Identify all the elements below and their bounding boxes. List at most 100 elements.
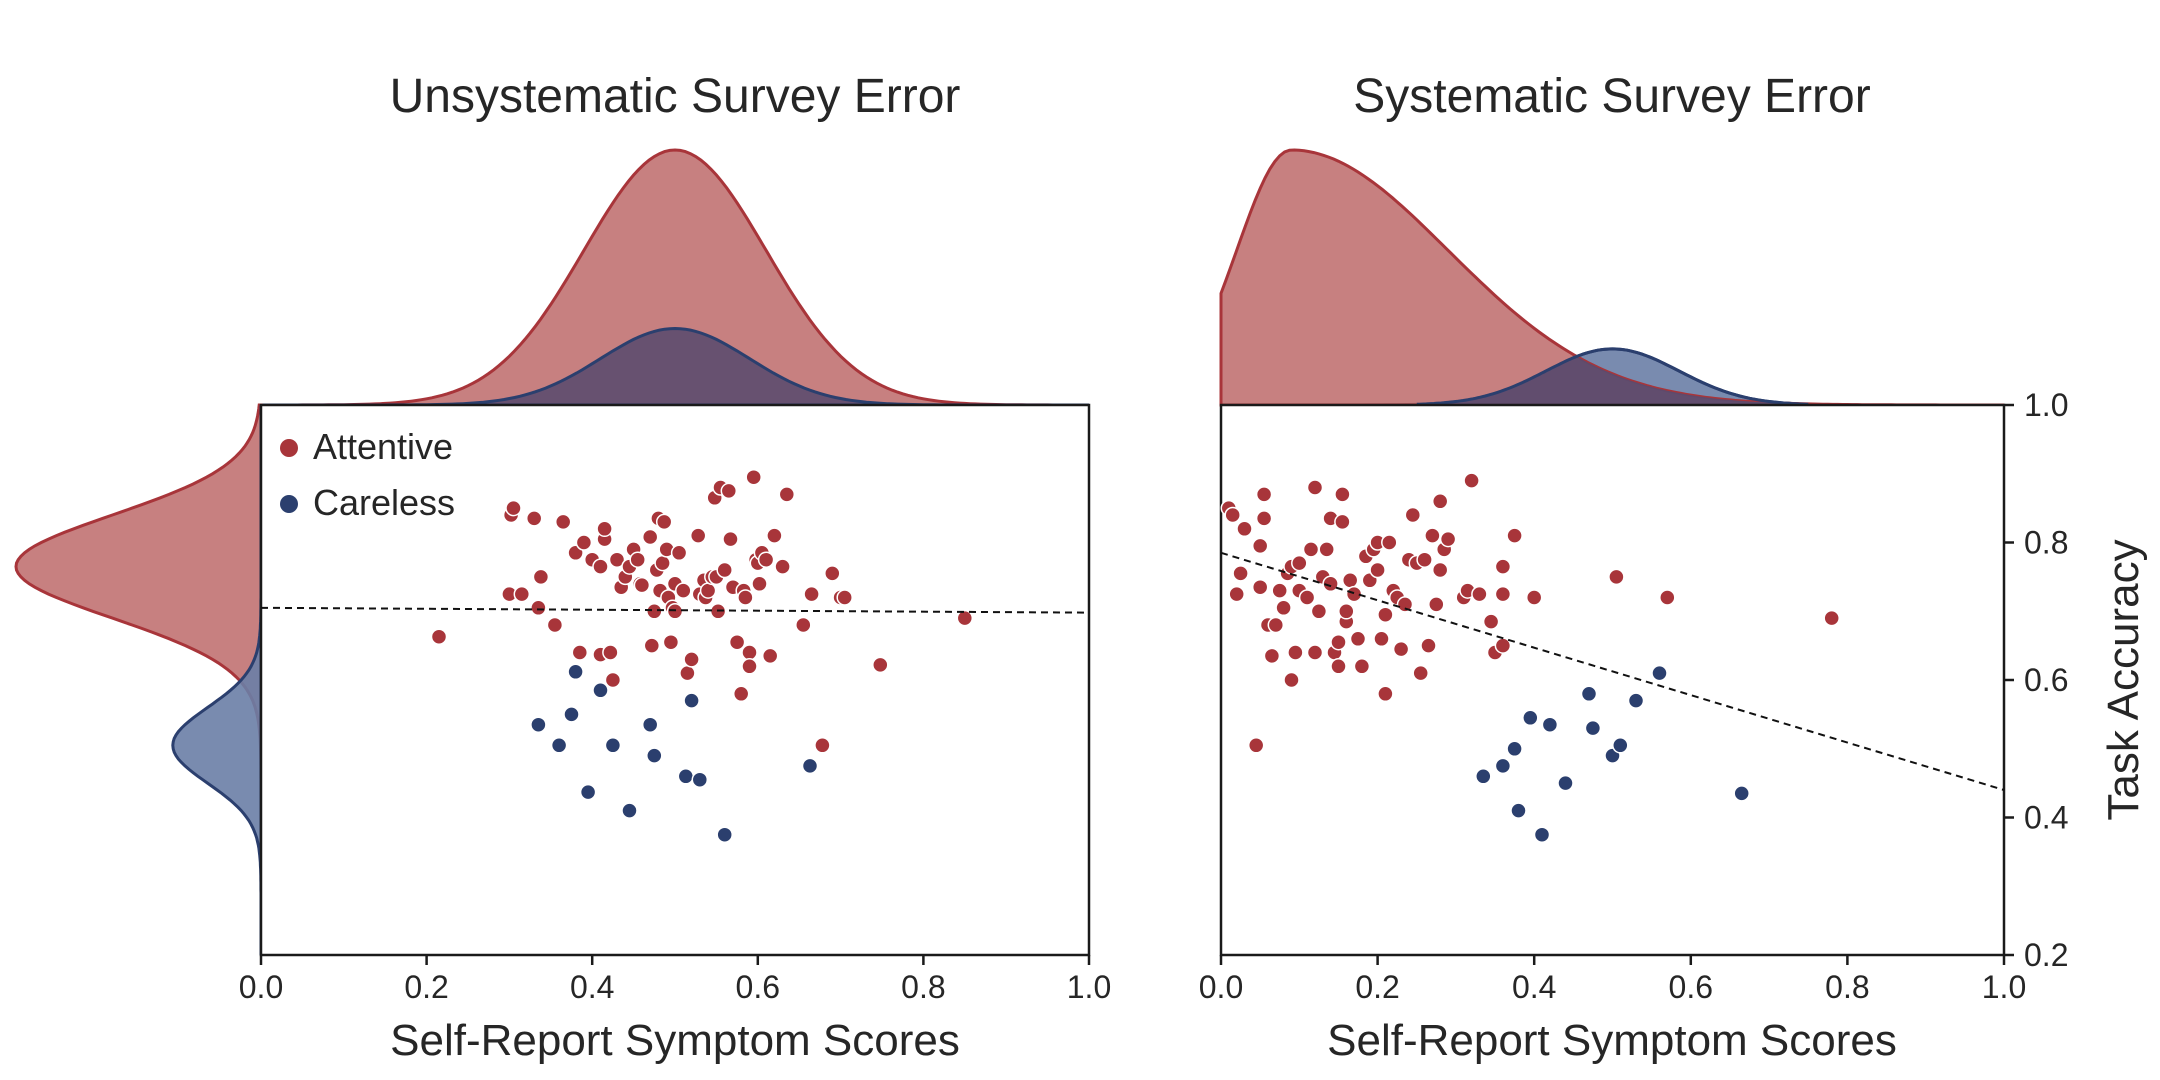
x-tick-label: 0.8 <box>901 969 945 1005</box>
point-attentive <box>1330 658 1347 675</box>
legend-attentive-label: Attentive <box>313 426 453 467</box>
point-attentive <box>814 737 831 754</box>
legend-careless-marker <box>280 495 298 513</box>
y-tick-label: 1.0 <box>2024 387 2068 423</box>
point-attentive <box>1267 616 1285 634</box>
trend-line <box>260 606 1090 614</box>
point-attentive <box>513 585 531 603</box>
point-attentive <box>1271 582 1288 599</box>
point-careless <box>592 682 609 699</box>
point-attentive <box>728 633 746 651</box>
point-attentive <box>641 528 659 546</box>
panel-title: Unsystematic Survey Error <box>390 70 961 123</box>
y-axis: 0.2 0.4 0.6 0.8 1.0 <box>2004 387 2068 973</box>
points-layer <box>430 468 974 843</box>
panel-title: Systematic Survey Error <box>1353 70 1870 123</box>
point-attentive <box>596 520 613 538</box>
point-attentive <box>741 644 758 661</box>
point-careless <box>1475 768 1492 785</box>
point-attentive <box>745 468 762 486</box>
point-attentive <box>525 510 543 527</box>
points-layer <box>1220 472 1840 843</box>
point-attentive <box>1494 585 1512 603</box>
point-attentive <box>1255 486 1273 503</box>
point-attentive <box>1236 520 1253 538</box>
point-attentive <box>1291 554 1308 572</box>
point-careless <box>530 716 547 733</box>
point-careless <box>1612 737 1629 754</box>
point-attentive <box>505 499 522 517</box>
point-attentive <box>1424 527 1441 544</box>
point-attentive <box>803 585 820 603</box>
y-tick-label: 0.8 <box>2024 525 2068 561</box>
point-careless <box>1533 826 1551 843</box>
point-attentive <box>430 628 448 645</box>
point-attentive <box>1381 534 1398 551</box>
point-careless <box>1651 664 1668 682</box>
point-attentive <box>662 633 680 651</box>
point-attentive <box>1283 671 1300 689</box>
point-attentive <box>575 534 593 551</box>
point-careless <box>691 771 709 788</box>
point-attentive <box>1428 596 1445 613</box>
point-careless <box>716 826 733 843</box>
point-careless <box>1506 740 1523 758</box>
point-attentive <box>1608 568 1625 586</box>
density-careless <box>261 326 1089 407</box>
point-careless <box>1584 719 1602 737</box>
point-attentive <box>1302 541 1320 558</box>
x-tick-label: 0.6 <box>736 969 780 1005</box>
point-careless <box>641 716 659 733</box>
point-attentive <box>679 664 696 682</box>
point-attentive <box>1263 647 1281 665</box>
point-attentive <box>592 558 609 575</box>
density-attentive-y <box>14 403 263 955</box>
point-attentive <box>1431 493 1449 510</box>
plot-area-frame <box>1219 403 2006 957</box>
point-attentive <box>1420 637 1437 654</box>
point-attentive <box>956 609 974 627</box>
point-attentive <box>1341 572 1359 589</box>
point-careless <box>567 663 584 681</box>
point-attentive <box>683 651 700 668</box>
x-tick-label: 0.8 <box>1825 969 1869 1005</box>
point-attentive <box>824 565 841 582</box>
x-tick-label: 0.6 <box>1669 969 1713 1005</box>
y-tick-label: 0.2 <box>2024 937 2068 973</box>
y-axis-label: Task Accuracy <box>2099 539 2148 820</box>
point-attentive <box>633 576 651 594</box>
point-careless <box>550 737 568 754</box>
point-attentive <box>1659 589 1676 606</box>
point-careless <box>1557 774 1574 792</box>
density-careless-outline <box>1416 347 1809 406</box>
point-attentive <box>530 599 547 617</box>
point-attentive <box>1412 664 1429 682</box>
legend: Attentive Careless <box>280 426 455 523</box>
point-attentive <box>1306 479 1324 496</box>
point-attentive <box>1396 596 1414 613</box>
point-attentive <box>1334 513 1351 531</box>
point-attentive <box>1392 640 1410 658</box>
point-attentive <box>1471 585 1488 603</box>
point-attentive <box>732 685 750 703</box>
x-tick-label: 1.0 <box>1067 969 1111 1005</box>
point-attentive <box>1431 561 1449 579</box>
point-attentive <box>1251 578 1269 596</box>
point-attentive <box>689 527 707 544</box>
point-attentive <box>795 616 812 634</box>
point-careless <box>604 737 622 754</box>
point-attentive <box>737 589 754 606</box>
marginal-x-density <box>261 148 1089 407</box>
point-attentive <box>761 647 779 665</box>
legend-attentive-marker <box>280 439 298 457</box>
point-careless <box>683 692 700 709</box>
trend-layer <box>1220 551 2005 791</box>
point-attentive <box>666 603 684 620</box>
point-attentive <box>1310 603 1328 620</box>
marginal-x-density <box>1219 148 2004 407</box>
point-attentive <box>1373 630 1390 648</box>
point-attentive <box>1404 506 1422 524</box>
point-attentive <box>1482 613 1500 630</box>
point-attentive <box>1377 685 1394 703</box>
point-attentive <box>643 637 661 654</box>
